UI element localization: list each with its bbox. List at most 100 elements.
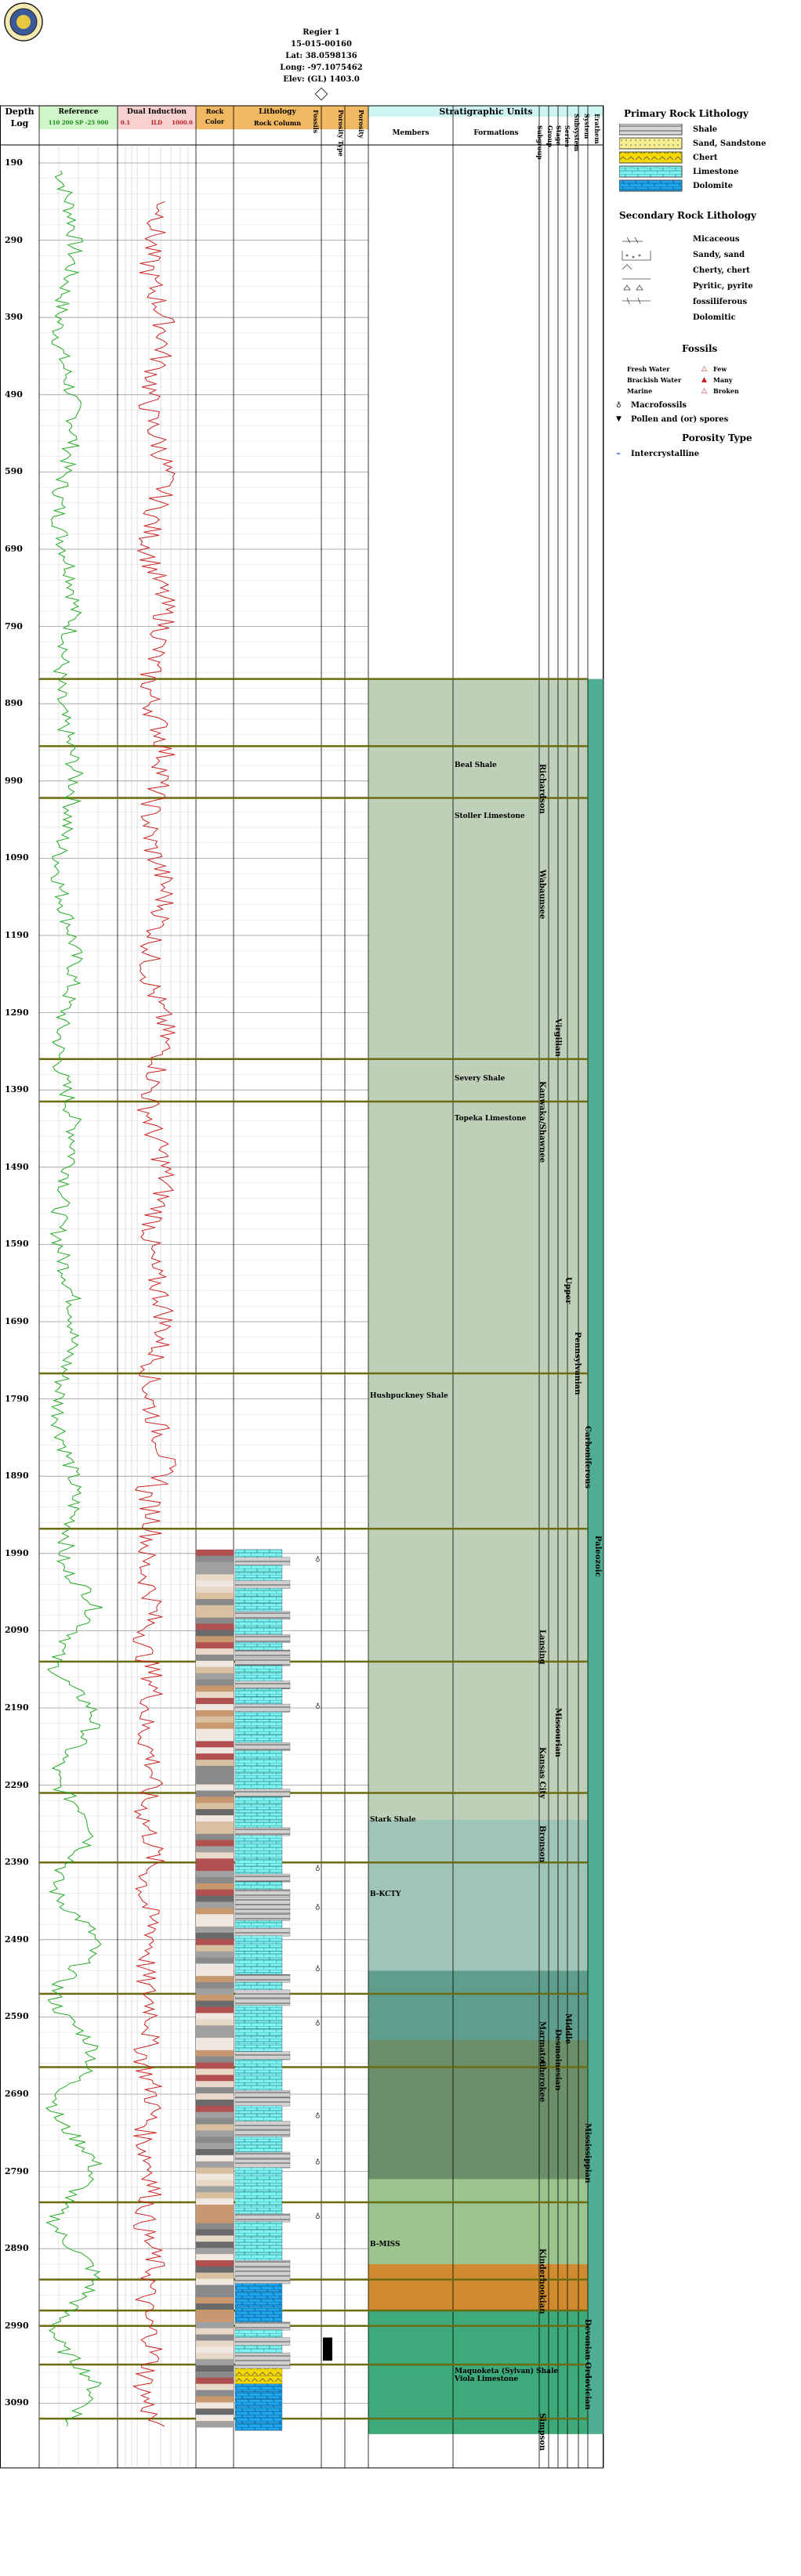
lithology-block xyxy=(234,2221,283,2230)
subgroup-simpson: Simpson xyxy=(538,2413,546,2451)
rock-color-block xyxy=(196,1623,234,1630)
chert-swatch xyxy=(619,151,683,164)
rock-color-block xyxy=(196,2365,234,2372)
rock-color-block xyxy=(196,1994,234,2002)
rock-color-block xyxy=(196,2019,234,2026)
rock-color-block xyxy=(196,2143,234,2150)
rock-color-block xyxy=(196,2254,234,2261)
lithology-block xyxy=(234,1935,283,1945)
lithology-block xyxy=(234,2067,283,2075)
subgroup-richardson: Richardson xyxy=(538,764,546,814)
dual-scale-left: 0.1 xyxy=(120,119,131,126)
rock-color-block xyxy=(196,2006,234,2013)
legend-pyritic: Pyritic, pyrite xyxy=(693,282,753,291)
rock-color-block xyxy=(196,1790,234,1797)
subgroup-kansas-city: Kansas City xyxy=(538,1747,546,1799)
depth-label: 190 xyxy=(5,157,23,168)
strat-units-header: Stratigraphic Units xyxy=(439,107,533,117)
depth-label: 2690 xyxy=(5,2089,29,2099)
rock-color-block xyxy=(196,1976,234,1983)
rock-color-block xyxy=(196,1840,234,1847)
lithology-block xyxy=(234,2059,283,2068)
lithology-block xyxy=(234,1851,283,1859)
lithology-block xyxy=(234,2267,291,2277)
fossiliferous-symbol xyxy=(623,284,643,291)
rock-color-block xyxy=(196,1951,234,1958)
lithology-block xyxy=(234,2321,291,2331)
elevation: Elev: (GL) 1403.0 xyxy=(283,75,360,84)
lithology-block xyxy=(234,1642,283,1651)
lithology-block xyxy=(234,2198,283,2207)
rock-color-block xyxy=(196,1852,234,1859)
lithology-block xyxy=(234,2183,283,2191)
strat-band xyxy=(368,678,588,1820)
lithology-block xyxy=(234,2144,283,2153)
rock-color-block xyxy=(196,2235,234,2242)
lithology-block xyxy=(234,2314,283,2323)
lithology-block xyxy=(234,2368,283,2377)
rock-color-block xyxy=(196,1771,234,1779)
rock-color-block xyxy=(196,1630,234,1637)
lithology-block xyxy=(234,1673,283,1682)
group-upper: Upper xyxy=(564,1277,572,1304)
rock-color-block xyxy=(196,1815,234,1822)
series-pennsylvanian: Pennsylvanian xyxy=(573,1332,582,1395)
erathem-header: Erathem xyxy=(593,114,601,144)
well-log-chart: ♁ ♁ ♁ ♁ ♁ ♁ ♁ ♁ ♁ xyxy=(0,105,604,2469)
depth-label: 1690 xyxy=(5,1316,29,1326)
rock-color-block xyxy=(196,2099,234,2107)
rock-color-block xyxy=(196,2087,234,2094)
rock-color-block xyxy=(196,2198,234,2205)
rock-color-block xyxy=(196,2068,234,2075)
rock-color-block xyxy=(196,1593,234,1600)
rock-color-block xyxy=(196,2136,234,2144)
depth-label: 890 xyxy=(5,698,23,709)
rock-color-block xyxy=(196,1963,234,1970)
rock-color-block xyxy=(196,2180,234,2187)
rock-color-block xyxy=(196,2031,234,2039)
rock-color-block xyxy=(196,1598,234,1606)
lithology-block xyxy=(234,1881,283,1890)
legend-micaceous: Micaceous xyxy=(693,235,740,244)
rock-color-block xyxy=(196,1704,234,1711)
rock-color-block xyxy=(196,2075,234,2082)
rock-color-block xyxy=(196,2111,234,2119)
rock-color-block xyxy=(196,2000,234,2008)
rock-column-header: Rock Column xyxy=(253,119,302,127)
rock-color-block xyxy=(196,2186,234,2193)
depth-label: 2090 xyxy=(5,1625,29,1636)
member-stark-shale: Stark Shale xyxy=(370,1816,416,1824)
rock-color-block xyxy=(196,1561,234,1569)
lithology-block xyxy=(234,2353,291,2361)
lithology-block xyxy=(234,1966,283,1975)
lithology-block xyxy=(234,1727,283,1736)
sand-swatch xyxy=(619,137,683,150)
lithology-block xyxy=(234,2415,283,2423)
micaceous-symbol xyxy=(622,237,643,244)
rock-color-block xyxy=(196,2216,234,2224)
fossil-marker-icon: ♁ xyxy=(315,2158,321,2166)
lithology-block xyxy=(234,1703,291,1713)
depth-label: 1190 xyxy=(5,930,29,940)
lithology-header: Lithology xyxy=(259,108,296,116)
rock-color-block xyxy=(196,1679,234,1686)
rock-color-block xyxy=(196,1728,234,1736)
fossil-fresh-water: Fresh Water xyxy=(627,365,670,373)
group-missourian: Missourian xyxy=(553,1708,562,1757)
lithology-block xyxy=(234,2337,291,2346)
erathem-band xyxy=(588,678,603,2434)
rock-color-header: Rock Color xyxy=(205,107,225,125)
lithology-block xyxy=(234,1681,291,1689)
triangle-icon: △ xyxy=(701,365,707,373)
lithology-block xyxy=(234,2105,283,2115)
depth-label: 1490 xyxy=(5,1161,29,1172)
stage-header: Stage xyxy=(555,125,563,146)
depth-label: 1290 xyxy=(5,1007,29,1018)
lithology-block xyxy=(234,1981,283,1991)
strat-header-bg xyxy=(368,106,603,117)
rock-color-block xyxy=(196,2297,234,2304)
depth-label: 290 xyxy=(5,234,23,245)
dual-scale-mid: ILD xyxy=(150,119,163,126)
rock-color-block xyxy=(196,1716,234,1724)
reference-scale: 110 200 SP -25 900 xyxy=(48,119,109,126)
